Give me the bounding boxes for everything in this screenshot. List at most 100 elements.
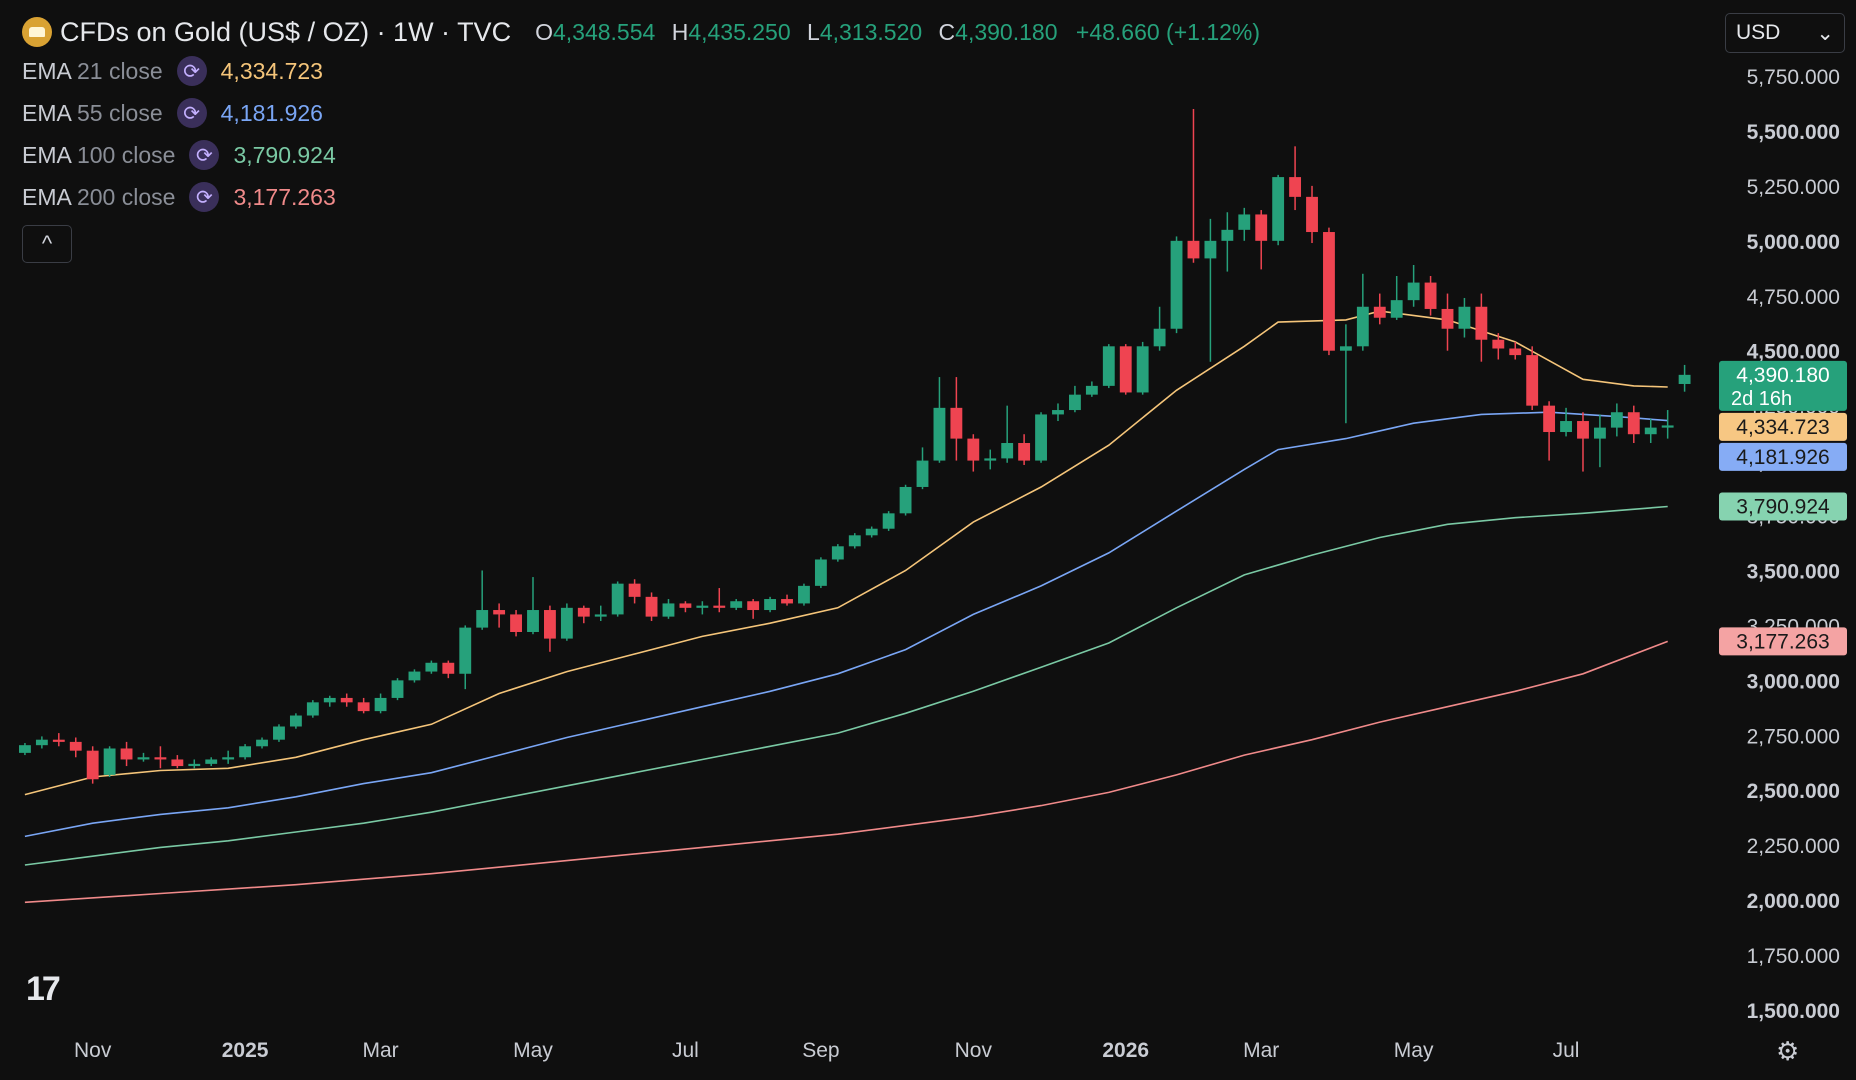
candle-body — [1204, 240, 1217, 259]
candle-body — [1610, 412, 1623, 428]
candle-body — [391, 680, 404, 698]
candle-body — [69, 741, 82, 751]
price-tag-label: 4,181.926 — [1736, 446, 1829, 469]
close-value: 4,390.180 — [955, 18, 1058, 45]
x-tick-label: Nov — [955, 1039, 993, 1062]
change-value: +48.660 (+1.12%) — [1075, 18, 1261, 45]
y-tick-label: 2,750.000 — [1747, 725, 1840, 748]
candle-body — [967, 438, 980, 461]
candle-body — [510, 614, 522, 633]
y-tick-label: 1,500.000 — [1747, 1000, 1840, 1023]
candle-body — [137, 757, 150, 760]
source-sync-icon[interactable]: ⟳ — [176, 56, 207, 86]
candle-body — [1390, 300, 1403, 318]
candle-body — [1644, 427, 1657, 435]
indicator-value: 3,790.924 — [233, 141, 336, 168]
y-tick-label: 2,500.000 — [1747, 780, 1840, 803]
y-tick-label: 2,250.000 — [1747, 835, 1840, 858]
candle-body — [222, 757, 235, 760]
candle-body — [747, 601, 760, 611]
indicator-row[interactable]: EMA 200 close ⟳ 3,177.263 — [22, 176, 1260, 218]
candle-body — [1543, 405, 1556, 433]
indicator-row[interactable]: EMA 55 close ⟳ 4,181.926 — [22, 92, 1260, 134]
candle-body — [611, 583, 624, 615]
currency-label: USD — [1736, 21, 1781, 44]
candle-body — [1560, 421, 1572, 433]
price-tag — [1719, 412, 1847, 441]
chevron-up-icon: ^ — [41, 231, 53, 256]
collapse-legend-button[interactable]: ^ — [22, 225, 72, 263]
y-tick-label: 2,000.000 — [1747, 890, 1840, 913]
indicator-label: EMA 55 close — [22, 99, 163, 126]
price-tag — [1719, 442, 1847, 471]
candle-body — [35, 739, 48, 746]
indicator-label: EMA 100 close — [22, 141, 176, 168]
currency-select[interactable]: USD ⌄ — [1725, 13, 1845, 53]
candle-body — [764, 599, 777, 611]
price-tag-label: 3,790.924 — [1736, 496, 1830, 519]
candle-body — [425, 662, 438, 672]
candle-body — [1035, 414, 1047, 461]
candle-body — [154, 757, 167, 760]
candle-body — [442, 662, 455, 674]
y-tick-label: 4,750.000 — [1747, 286, 1840, 309]
source-sync-icon[interactable]: ⟳ — [189, 182, 220, 212]
ohlc-values: O4,348.554 H4,435.250 L4,313.520 C4,390.… — [525, 19, 1260, 46]
candle-body — [679, 603, 692, 608]
symbol-header: CFDs on Gold (US$ / OZ) · 1W · TVC O4,34… — [22, 14, 1260, 50]
symbol-title[interactable]: CFDs on Gold (US$ / OZ) · 1W · TVC — [60, 16, 512, 47]
candle-body — [374, 697, 387, 712]
candle-body — [273, 726, 285, 740]
candle-body — [798, 585, 810, 604]
candle-body — [171, 759, 184, 767]
ema-line — [24, 411, 1668, 838]
candle-body — [459, 627, 472, 674]
candle-body — [340, 697, 353, 703]
source-sync-icon[interactable]: ⟳ — [176, 98, 207, 128]
candle-body — [1153, 328, 1166, 347]
candle-body — [1407, 282, 1420, 301]
candle-body — [1458, 306, 1471, 329]
y-tick-label: 3,500.000 — [1747, 560, 1840, 583]
candle-body — [493, 610, 506, 615]
chart-legend: CFDs on Gold (US$ / OZ) · 1W · TVC O4,34… — [22, 14, 1260, 218]
ema-line — [24, 310, 1668, 796]
candle-body — [713, 605, 726, 608]
y-tick-label: 5,750.000 — [1747, 66, 1840, 89]
candle-body — [577, 607, 590, 617]
candle-body — [933, 407, 946, 461]
candle-body — [476, 610, 489, 628]
indicator-value: 4,181.926 — [220, 99, 323, 126]
candle-body — [1627, 412, 1640, 435]
candle-body — [357, 702, 370, 712]
indicator-label: EMA 200 close — [22, 183, 176, 210]
candle-body — [86, 750, 99, 780]
low-key: L — [807, 18, 820, 45]
indicator-row[interactable]: EMA 100 close ⟳ 3,790.924 — [22, 134, 1260, 176]
y-tick-label: 5,250.000 — [1747, 176, 1840, 199]
price-tag-label: 4,390.180 — [1736, 364, 1829, 387]
y-tick-label: 5,000.000 — [1747, 231, 1840, 254]
candle-body — [865, 528, 878, 536]
price-tag-label: 3,177.263 — [1736, 630, 1829, 653]
candle-body — [662, 603, 675, 617]
candle-body — [916, 460, 929, 487]
candle-body — [882, 513, 895, 529]
candle-body — [103, 748, 116, 775]
gear-icon[interactable]: ⚙ — [1776, 1036, 1800, 1066]
high-value: 4,435.250 — [688, 18, 791, 45]
tradingview-logo[interactable]: 17 — [26, 970, 61, 1008]
candle-body — [1323, 232, 1335, 351]
x-tick-label: 2025 — [222, 1039, 269, 1062]
candle-body — [1221, 229, 1234, 241]
candle-body — [408, 671, 421, 681]
indicator-label: EMA 21 close — [22, 57, 163, 84]
candle-body — [239, 746, 252, 758]
source-sync-icon[interactable]: ⟳ — [189, 140, 220, 170]
candle-body — [188, 763, 201, 767]
candle-body — [950, 407, 963, 439]
indicator-row[interactable]: EMA 21 close ⟳ 4,334.723 — [22, 50, 1260, 92]
candle-body — [1475, 306, 1488, 340]
